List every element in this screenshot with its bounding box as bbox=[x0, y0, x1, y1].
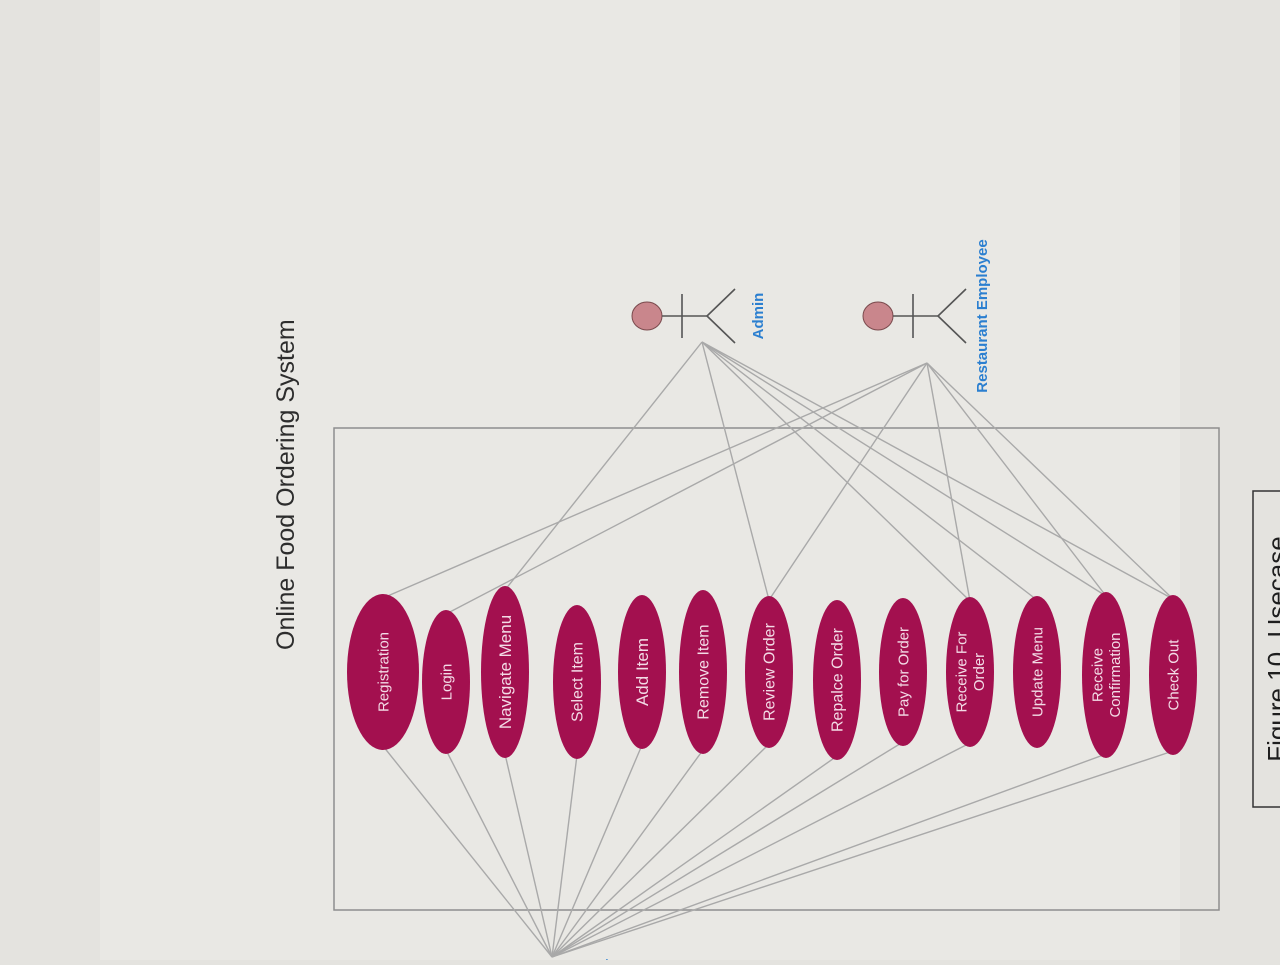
use-case-label: Receive bbox=[1090, 648, 1107, 702]
actor-stick-icon bbox=[706, 315, 736, 344]
use-case-ellipse bbox=[1082, 592, 1130, 758]
association-customer-add-item bbox=[551, 744, 643, 958]
association-employee-check-out bbox=[926, 362, 1174, 600]
use-case-label: Order bbox=[971, 653, 988, 691]
use-case-label: Navigate Menu bbox=[496, 615, 515, 729]
association-customer-login bbox=[445, 749, 553, 958]
use-case-label: Confirmation bbox=[1107, 632, 1124, 717]
page-sheet bbox=[100, 0, 1180, 965]
use-case-select-item: Select Item bbox=[553, 605, 601, 759]
actor-stick-icon bbox=[706, 288, 736, 317]
use-cases: Registration Login Navigate Menu Select Ite… bbox=[347, 586, 1197, 760]
use-case-ellipse bbox=[347, 594, 419, 750]
use-case-label: Registration bbox=[375, 632, 392, 712]
association-employee-registration bbox=[382, 362, 928, 599]
use-case-ellipse bbox=[1013, 596, 1061, 748]
figure-caption: Figure 10. Usecase bbox=[1252, 490, 1280, 808]
actor-stick-icon bbox=[937, 315, 967, 344]
association-customer-receive-for-order bbox=[551, 742, 971, 958]
association-employee-review-order bbox=[768, 362, 928, 601]
use-case-review-order: Review Order bbox=[745, 596, 793, 748]
use-case-remove-item: Remove Item bbox=[679, 590, 727, 754]
rotated-page: Online Food Ordering System Registration… bbox=[100, 0, 1280, 965]
association-customer-select-item bbox=[551, 754, 578, 958]
actor-label: Restaurant Employee bbox=[974, 239, 991, 392]
association-employee-login bbox=[445, 362, 928, 615]
use-case-label: Login bbox=[438, 664, 455, 701]
use-case-ellipse bbox=[879, 598, 927, 746]
actor-stick-icon bbox=[937, 288, 967, 317]
association-admin-review-order bbox=[701, 341, 770, 601]
association-customer-navigate-menu bbox=[504, 753, 553, 958]
use-case-ellipse bbox=[813, 600, 861, 760]
use-case-receive-confirmation: Receive Confirmation bbox=[1082, 592, 1130, 758]
association-employee-receive-confirmation bbox=[926, 362, 1107, 597]
use-case-label: Review Order bbox=[762, 622, 779, 720]
association-customer-check-out bbox=[551, 750, 1174, 958]
use-case-ellipse bbox=[422, 610, 470, 754]
use-case-registration: Registration bbox=[347, 594, 419, 750]
use-case-login: Login bbox=[422, 610, 470, 754]
association-employee-receive-for-order bbox=[926, 362, 971, 602]
association-customer-registration bbox=[382, 745, 553, 958]
association-admin-check-out bbox=[701, 341, 1174, 600]
use-case-label: Pay for Order bbox=[895, 627, 912, 717]
association-admin-receive-for-order bbox=[701, 341, 971, 602]
use-case-ellipse bbox=[618, 595, 666, 749]
use-case-label: Remove Item bbox=[696, 624, 713, 719]
use-case-navigate-menu: Navigate Menu bbox=[481, 586, 529, 758]
association-customer-pay-for-order bbox=[551, 741, 904, 958]
use-case-label: Repalce Order bbox=[830, 627, 847, 732]
use-case-ellipse bbox=[745, 596, 793, 748]
use-case-check-out: Check Out bbox=[1149, 595, 1197, 755]
association-customer-remove-item bbox=[551, 749, 704, 958]
diagram-title: Online Food Ordering System bbox=[272, 319, 300, 650]
use-case-label: Add Item bbox=[633, 638, 652, 706]
actors: CustomerAdminRestaurant Employee bbox=[601, 239, 991, 965]
use-case-label: Select Item bbox=[570, 642, 587, 722]
association-customer-receive-confirmation bbox=[551, 753, 1107, 958]
use-case-ellipse bbox=[946, 597, 994, 747]
actor-admin: Admin bbox=[631, 288, 767, 344]
use-case-pay-for-order: Pay for Order bbox=[879, 598, 927, 746]
association-admin-navigate-menu bbox=[504, 341, 703, 591]
use-case-label: Receive For bbox=[954, 632, 971, 713]
caption-text: Figure 10. Usecase bbox=[1262, 536, 1280, 761]
use-case-add-item: Add Item bbox=[618, 595, 666, 749]
use-case-label: Check Out bbox=[1165, 639, 1182, 711]
association-customer-repalce-order bbox=[551, 755, 838, 958]
use-case-ellipse bbox=[1149, 595, 1197, 755]
use-case-receive-for-order: Receive For Order bbox=[946, 597, 994, 747]
use-case-repalce-order: Repalce Order bbox=[813, 600, 861, 760]
use-case-ellipse bbox=[481, 586, 529, 758]
actor-label: Admin bbox=[750, 293, 767, 340]
association-customer-review-order bbox=[551, 743, 770, 958]
actor-employee: Restaurant Employee bbox=[862, 239, 991, 393]
use-case-ellipse bbox=[553, 605, 601, 759]
actor-head-icon bbox=[862, 301, 894, 331]
association-lines bbox=[382, 341, 1174, 958]
use-case-update-menu: Update Menu bbox=[1013, 596, 1061, 748]
association-admin-update-menu bbox=[701, 341, 1038, 601]
use-case-ellipse bbox=[679, 590, 727, 754]
association-admin-receive-confirmation bbox=[701, 341, 1107, 597]
use-case-label: Update Menu bbox=[1029, 627, 1046, 717]
actor-head-icon bbox=[631, 301, 663, 331]
